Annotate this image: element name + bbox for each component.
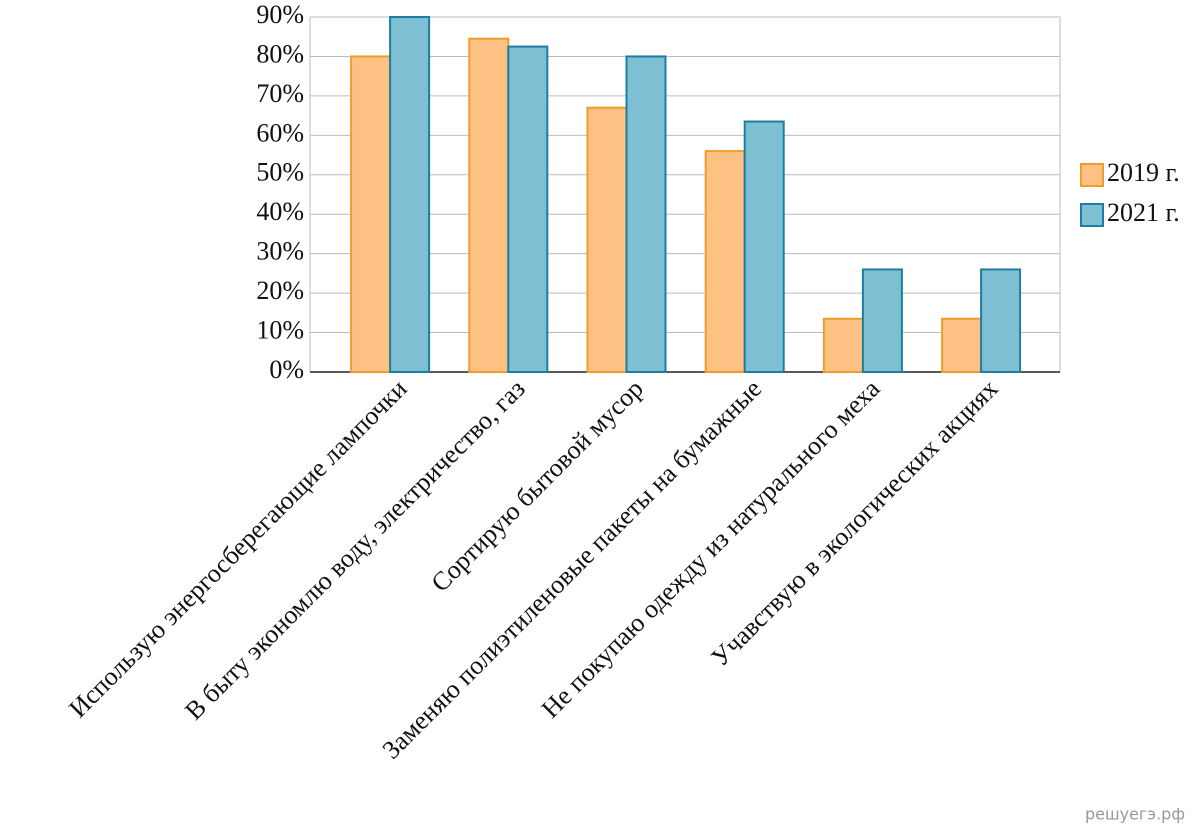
bar [980,268,1022,374]
legend-label: 2021 г. [1107,198,1180,227]
legend-label: 2019 г. [1107,158,1180,187]
y-tick-label: 60% [256,118,304,147]
bar [507,45,549,373]
y-tick-label: 80% [256,39,304,68]
bar [586,106,628,373]
bar [861,268,903,374]
legend-swatch [1080,203,1104,227]
bar [468,37,510,373]
bar [941,317,983,373]
y-tick-label: 20% [256,276,304,305]
bar [743,120,785,374]
x-tick-label: Сортирую бытовой мусор [425,374,649,598]
bar [389,16,431,373]
bar [704,150,746,373]
y-tick-label: 0% [269,355,304,384]
y-tick-label: 70% [256,79,304,108]
legend-swatch [1080,163,1104,187]
watermark: решуегэ.рф [1085,805,1185,824]
bar [822,317,864,373]
y-tick-label: 10% [256,316,304,345]
y-tick-label: 30% [256,237,304,266]
y-tick-label: 90% [256,0,304,29]
y-tick-label: 40% [256,197,304,226]
bar [350,55,392,373]
bar [625,55,667,373]
y-tick-label: 50% [256,158,304,187]
